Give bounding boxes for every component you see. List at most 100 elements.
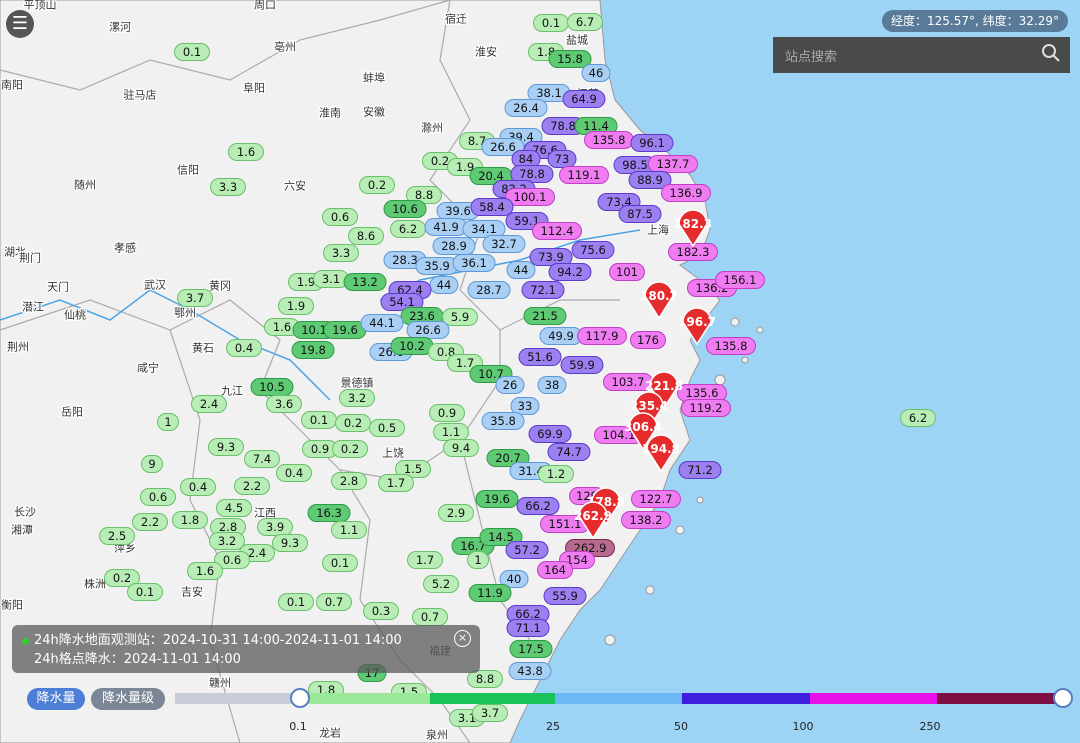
alert-marker: 182.3 (674, 209, 712, 248)
station: 28.3 (383, 251, 427, 269)
station: 9 (141, 455, 163, 473)
station-bubble (278, 593, 314, 611)
station-value: 28.9 (441, 239, 467, 253)
station-value: 7.4 (253, 452, 271, 466)
station-value: 32.7 (491, 237, 517, 251)
station-bubble (529, 248, 573, 266)
station-value: 0.2 (431, 154, 449, 168)
station-bubble (462, 220, 506, 238)
station-value: 6.2 (399, 222, 417, 236)
station: 0.2 (332, 440, 368, 458)
menu-button[interactable]: ☰ (6, 10, 34, 38)
station-value: 14.5 (488, 530, 514, 544)
place-label: 随州 (74, 178, 96, 192)
place-label: 淮安 (475, 45, 497, 59)
station-value: 3.1 (458, 711, 476, 725)
station: 10.2 (390, 337, 434, 355)
station-value: 38.1 (536, 86, 562, 100)
close-button[interactable]: × (454, 630, 471, 647)
place-label: 漯河 (109, 21, 131, 34)
station-bubble (99, 527, 135, 545)
station-bubble (900, 409, 936, 427)
mode-button[interactable]: 降水量 (27, 688, 85, 710)
station: 112.4 (532, 222, 582, 240)
place-label: 盐城 (566, 34, 588, 47)
station-value: 16.7 (460, 539, 486, 553)
station-bubble (257, 518, 293, 536)
mode-button[interactable]: 降水量级 (91, 688, 165, 710)
place-label: 泉州 (426, 728, 448, 742)
station: 3.7 (177, 289, 213, 307)
alert-marker: 306.4 (624, 412, 662, 451)
station-value: 10.5 (259, 380, 285, 394)
station-bubble (187, 562, 223, 580)
station-value: 9.3 (217, 440, 235, 454)
station-bubble (332, 440, 368, 458)
station-bubble (467, 551, 489, 569)
marker-value: 182.3 (674, 217, 712, 231)
station: 64.9 (562, 90, 606, 108)
marker-pin (649, 371, 679, 410)
station-value: 2.2 (141, 515, 159, 529)
station: 0.2 (335, 414, 371, 432)
station-value: 49.9 (548, 329, 574, 343)
station-value: 3.7 (186, 291, 204, 305)
station-value: 8.7 (468, 134, 486, 148)
station-bubble (214, 551, 250, 569)
station-value: 23.6 (409, 309, 435, 323)
station: 176 (630, 331, 666, 349)
station-bubble (191, 395, 227, 413)
search-icon[interactable] (1041, 43, 1061, 63)
marker-pin (634, 391, 664, 430)
station: 3.7 (472, 704, 508, 722)
station-bubble (678, 461, 722, 479)
station-bubble (518, 348, 562, 366)
station-value: 0.9 (311, 442, 329, 456)
station-value: 176 (637, 333, 659, 347)
station-value: 96.1 (639, 136, 665, 150)
station: 156.1 (715, 271, 765, 289)
marker-value: 196.7 (678, 315, 716, 329)
station-value: 2.4 (248, 546, 266, 560)
station: 2.8 (210, 518, 246, 536)
place-label: 鄂州 (174, 307, 196, 320)
station-value: 20.7 (495, 451, 521, 465)
place-label: 周口 (254, 0, 276, 12)
place-label: 南阳 (1, 79, 23, 92)
station: 39.6 (436, 202, 480, 220)
station-value: 3.3 (219, 180, 237, 194)
station-value: 72.1 (530, 283, 556, 297)
place-label: 信阳 (177, 164, 199, 177)
place-label: 岳阳 (61, 406, 83, 419)
station: 0.4 (180, 478, 216, 496)
station-value: 0.4 (235, 341, 253, 355)
station-value: 0.1 (136, 585, 154, 599)
station: 1.7 (407, 551, 443, 569)
station-bubble (472, 704, 508, 722)
station-bubble (343, 273, 387, 291)
station: 0.1 (322, 554, 358, 572)
station-value: 138.2 (630, 513, 663, 527)
station-bubble (429, 404, 465, 422)
station-value: 28.7 (476, 283, 502, 297)
station-value: 119.1 (568, 168, 601, 182)
station-bubble (495, 376, 525, 394)
station-bubble (423, 575, 459, 593)
station-bubble (467, 670, 503, 688)
place-label: 天门 (47, 280, 69, 294)
station-value: 2.9 (447, 506, 465, 520)
status-dot (22, 638, 29, 645)
search-box[interactable]: 站点搜索 (773, 37, 1070, 73)
station-value: 88.9 (637, 173, 663, 187)
station-value: 58.4 (479, 200, 505, 214)
station-value: 44 (437, 278, 452, 292)
station: 23.6 (400, 307, 444, 325)
station-value: 0.1 (331, 556, 349, 570)
station-value: 2.4 (200, 397, 218, 411)
legend-tick: 250 (919, 720, 941, 733)
station-bubble (505, 541, 549, 559)
station: 122.7 (631, 490, 681, 508)
station-value: 78.8 (519, 167, 545, 181)
station: 5.2 (423, 575, 459, 593)
place-label: 江西 (254, 507, 276, 520)
